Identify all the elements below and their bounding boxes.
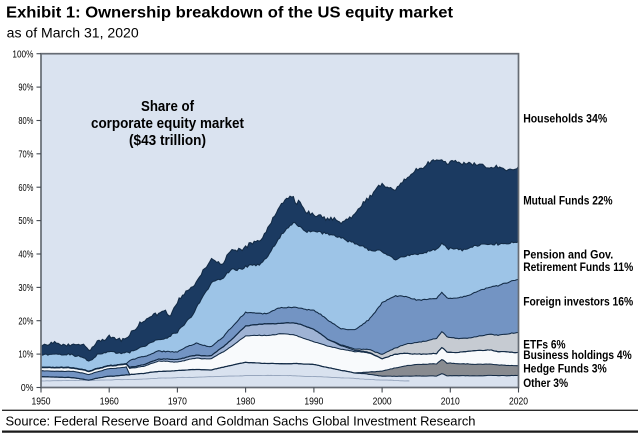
svg-text:Share of: Share of — [141, 99, 194, 115]
svg-text:80%: 80% — [18, 116, 33, 127]
svg-text:40%: 40% — [18, 250, 33, 261]
svg-text:as of March 31, 2020: as of March 31, 2020 — [7, 26, 139, 41]
svg-text:10%: 10% — [18, 350, 33, 361]
svg-text:Foreign investors 16%: Foreign investors 16% — [523, 294, 633, 308]
svg-text:90%: 90% — [18, 83, 33, 94]
svg-text:Mutual Funds 22%: Mutual Funds 22% — [523, 193, 613, 207]
svg-text:1990: 1990 — [304, 396, 323, 408]
svg-text:Exhibit 1: Ownership breakdown: Exhibit 1: Ownership breakdown of the US… — [6, 5, 454, 22]
svg-text:corporate equity market: corporate equity market — [91, 116, 244, 132]
svg-text:Pension and Gov.: Pension and Gov. — [523, 248, 613, 262]
svg-text:ETFs 6%: ETFs 6% — [523, 337, 566, 351]
svg-text:60%: 60% — [18, 183, 33, 194]
svg-text:70%: 70% — [18, 149, 33, 160]
svg-text:1980: 1980 — [236, 396, 255, 408]
svg-text:50%: 50% — [18, 216, 33, 227]
svg-text:20%: 20% — [18, 316, 33, 327]
svg-text:Source: Federal Reserve Board: Source: Federal Reserve Board and Goldma… — [6, 414, 476, 429]
svg-text:1960: 1960 — [100, 396, 119, 408]
svg-text:1970: 1970 — [168, 396, 187, 408]
svg-text:2010: 2010 — [441, 396, 460, 408]
svg-text:0%: 0% — [21, 383, 34, 394]
svg-text:Business holdings 4%: Business holdings 4% — [523, 348, 632, 362]
svg-text:1950: 1950 — [32, 396, 51, 408]
svg-text:Retirement Funds 11%: Retirement Funds 11% — [523, 260, 633, 274]
svg-text:Households 34%: Households 34% — [523, 111, 607, 125]
svg-text:Other 3%: Other 3% — [523, 376, 568, 390]
svg-text:100%: 100% — [12, 49, 33, 60]
svg-text:30%: 30% — [18, 283, 33, 294]
svg-text:2020: 2020 — [509, 396, 528, 408]
svg-text:2000: 2000 — [373, 396, 392, 408]
svg-text:Hedge Funds 3%: Hedge Funds 3% — [523, 362, 607, 376]
svg-text:($43 trillion): ($43 trillion) — [129, 133, 206, 149]
